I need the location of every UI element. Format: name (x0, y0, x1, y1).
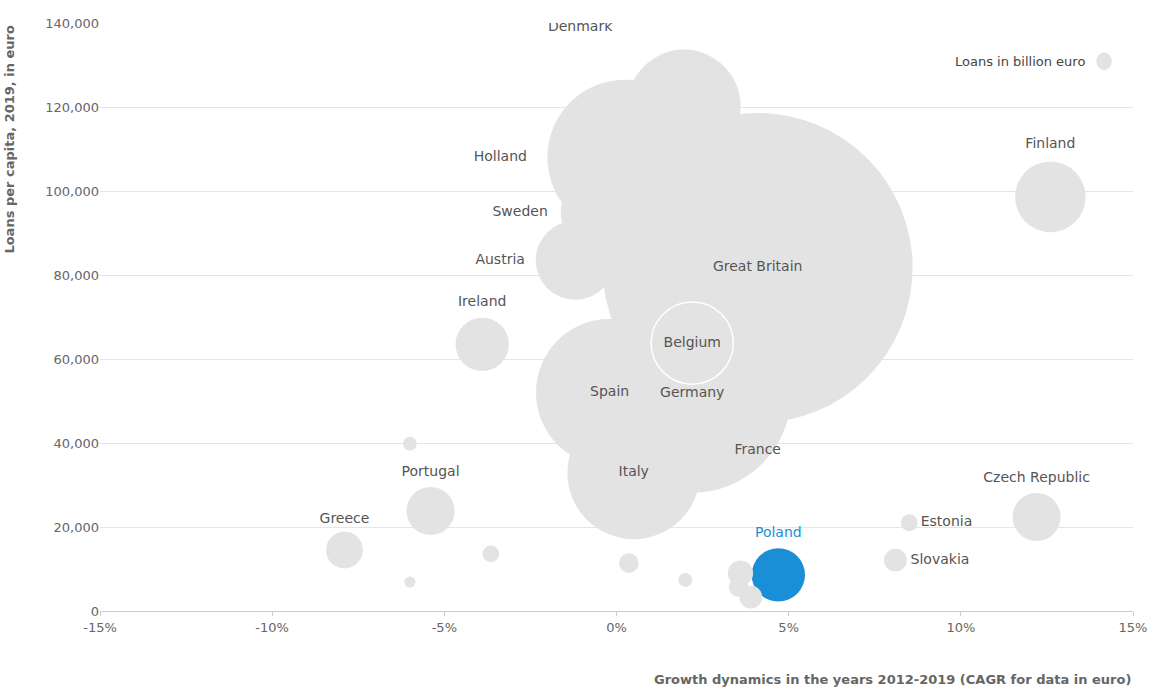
svg-text:100,000: 100,000 (45, 184, 99, 199)
svg-text:40,000: 40,000 (54, 436, 100, 451)
svg-text:France: France (734, 441, 781, 457)
svg-text:Ireland: Ireland (458, 293, 506, 309)
svg-text:Slovakia: Slovakia (911, 551, 970, 567)
svg-text:20,000: 20,000 (54, 520, 100, 535)
svg-text:Belgium: Belgium (664, 334, 721, 350)
svg-text:0%: 0% (606, 620, 627, 635)
svg-text:120,000: 120,000 (45, 100, 99, 115)
svg-text:Estonia: Estonia (921, 513, 973, 529)
svg-text:Spain: Spain (590, 383, 629, 399)
svg-text:-5%: -5% (432, 620, 457, 635)
svg-text:Italy: Italy (619, 463, 649, 479)
svg-text:-15%: -15% (83, 620, 117, 635)
svg-text:Germany: Germany (660, 384, 724, 400)
svg-text:0: 0 (91, 604, 99, 619)
svg-text:Finland: Finland (1025, 135, 1075, 151)
svg-text:Loans per capita, 2019, in eur: Loans per capita, 2019, in euro (2, 25, 17, 254)
svg-text:60,000: 60,000 (54, 352, 100, 367)
svg-text:10%: 10% (946, 620, 975, 635)
svg-text:15%: 15% (1119, 620, 1148, 635)
svg-text:Czech Republic: Czech Republic (983, 469, 1090, 485)
svg-text:Loans in billion euro: Loans in billion euro (955, 54, 1085, 69)
svg-text:-10%: -10% (255, 620, 289, 635)
svg-text:5%: 5% (778, 620, 799, 635)
svg-text:Portugal: Portugal (402, 463, 460, 479)
svg-text:Sweden: Sweden (492, 203, 547, 219)
svg-text:Greece: Greece (320, 510, 370, 526)
svg-text:Great Britain: Great Britain (713, 258, 803, 274)
svg-text:Holland: Holland (474, 148, 527, 164)
svg-text:Poland: Poland (755, 524, 802, 540)
svg-text:Growth dynamics in the years 2: Growth dynamics in the years 2012-2019 (… (654, 672, 1131, 687)
svg-text:80,000: 80,000 (54, 268, 100, 283)
svg-text:Denmark: Denmark (548, 23, 613, 34)
svg-text:140,000: 140,000 (45, 16, 99, 31)
svg-text:Austria: Austria (475, 251, 524, 267)
